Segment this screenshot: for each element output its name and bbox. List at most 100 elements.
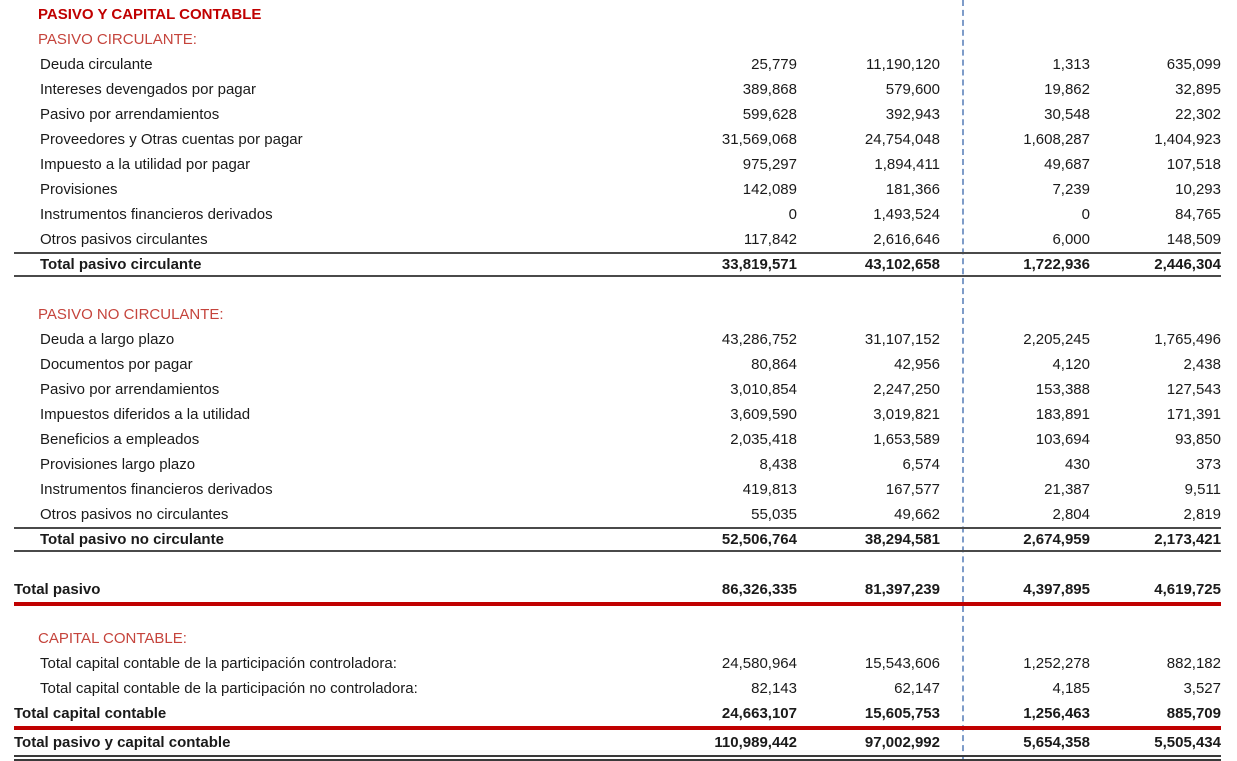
row-label: Provisiones largo plazo <box>40 455 196 473</box>
amount-cell: 1,608,287 <box>1023 130 1090 148</box>
amount-cell: 181,366 <box>885 180 940 198</box>
total-row-label: Total capital contable <box>14 704 167 722</box>
total-row-capital-contable: Total capital contable 24,663,107 15,605… <box>14 701 1221 730</box>
page-break-dashed-line <box>962 0 964 761</box>
amount-cell: 81,397,239 <box>864 580 940 598</box>
amount-cell: 24,754,048 <box>864 130 940 148</box>
section-header-pasivo-no-circulante: PASIVO NO CIRCULANTE: <box>14 302 1221 327</box>
table-row: Deuda a largo plazo 43,286,752 31,107,15… <box>14 327 1221 352</box>
amount-cell: 1,252,278 <box>1023 654 1090 672</box>
total-row-label: Total pasivo circulante <box>40 255 202 273</box>
row-label: Intereses devengados por pagar <box>40 80 256 98</box>
amount-cell: 373 <box>1195 455 1221 473</box>
table-row: Otros pasivos no circulantes 55,035 49,6… <box>14 502 1221 527</box>
row-label: Documentos por pagar <box>40 355 193 373</box>
amount-cell: 4,619,725 <box>1154 580 1221 598</box>
table-row: Provisiones 142,089 181,366 7,239 10,293 <box>14 177 1221 202</box>
amount-cell: 0 <box>788 205 797 223</box>
amount-cell: 6,574 <box>902 455 940 473</box>
amount-cell: 107,518 <box>1166 155 1221 173</box>
amount-cell: 142,089 <box>742 180 797 198</box>
amount-cell: 2,247,250 <box>873 380 940 398</box>
statement-title: PASIVO Y CAPITAL CONTABLE <box>38 5 262 23</box>
table-row: Total capital contable de la participaci… <box>14 651 1221 676</box>
table-row: Provisiones largo plazo 8,438 6,574 430 … <box>14 452 1221 477</box>
amount-cell: 103,694 <box>1035 430 1090 448</box>
amount-cell: 49,662 <box>894 505 940 523</box>
amount-cell: 0 <box>1081 205 1090 223</box>
amount-cell: 579,600 <box>885 80 940 98</box>
amount-cell: 2,616,646 <box>873 230 940 248</box>
table-row: Total capital contable de la participaci… <box>14 676 1221 701</box>
section-header-label: PASIVO NO CIRCULANTE: <box>38 305 224 323</box>
row-label: Instrumentos financieros derivados <box>40 205 273 223</box>
table-row: Instrumentos financieros derivados 0 1,4… <box>14 202 1221 227</box>
table-row: Impuestos diferidos a la utilidad 3,609,… <box>14 402 1221 427</box>
amount-cell: 5,654,358 <box>1023 733 1090 751</box>
statement-title-row: PASIVO Y CAPITAL CONTABLE <box>14 2 1221 27</box>
amount-cell: 52,506,764 <box>721 530 797 548</box>
amount-cell: 148,509 <box>1166 230 1221 248</box>
amount-cell: 2,819 <box>1183 505 1221 523</box>
amount-cell: 2,446,304 <box>1154 255 1221 273</box>
amount-cell: 24,580,964 <box>721 654 797 672</box>
amount-cell: 2,438 <box>1183 355 1221 373</box>
amount-cell: 55,035 <box>751 505 797 523</box>
amount-cell: 4,185 <box>1052 679 1090 697</box>
amount-cell: 6,000 <box>1052 230 1090 248</box>
row-label: Proveedores y Otras cuentas por pagar <box>40 130 303 148</box>
amount-cell: 21,387 <box>1044 480 1090 498</box>
amount-cell: 43,286,752 <box>721 330 797 348</box>
amount-cell: 2,035,418 <box>730 430 797 448</box>
amount-cell: 97,002,992 <box>864 733 940 751</box>
amount-cell: 419,813 <box>742 480 797 498</box>
amount-cell: 19,862 <box>1044 80 1090 98</box>
amount-cell: 11,190,120 <box>866 55 940 73</box>
amount-cell: 599,628 <box>742 105 797 123</box>
amount-cell: 167,577 <box>885 480 940 498</box>
blank-row <box>14 606 1221 626</box>
total-row-pasivo: Total pasivo 86,326,335 81,397,239 4,397… <box>14 577 1221 606</box>
amount-cell: 1,404,923 <box>1154 130 1221 148</box>
amount-cell: 15,543,606 <box>864 654 940 672</box>
amount-cell: 4,397,895 <box>1023 580 1090 598</box>
row-label: Pasivo por arrendamientos <box>40 105 220 123</box>
amount-cell: 25,779 <box>751 55 797 73</box>
row-label: Instrumentos financieros derivados <box>40 480 273 498</box>
table-row: Intereses devengados por pagar 389,868 5… <box>14 77 1221 102</box>
amount-cell: 42,956 <box>894 355 940 373</box>
amount-cell: 8,438 <box>759 455 797 473</box>
section-header-capital-contable: CAPITAL CONTABLE: <box>14 626 1221 651</box>
row-label: Impuesto a la utilidad por pagar <box>40 155 251 173</box>
amount-cell: 2,674,959 <box>1023 530 1090 548</box>
table-row: Proveedores y Otras cuentas por pagar 31… <box>14 127 1221 152</box>
amount-cell: 3,527 <box>1183 679 1221 697</box>
row-label: Deuda circulante <box>40 55 153 73</box>
amount-cell: 86,326,335 <box>721 580 797 598</box>
amount-cell: 38,294,581 <box>864 530 940 548</box>
amount-cell: 84,765 <box>1175 205 1221 223</box>
total-row-pasivo-no-circulante: Total pasivo no circulante 52,506,764 38… <box>14 527 1221 552</box>
amount-cell: 2,205,245 <box>1023 330 1090 348</box>
amount-cell: 3,019,821 <box>873 405 940 423</box>
table-row: Otros pasivos circulantes 117,842 2,616,… <box>14 227 1221 252</box>
amount-cell: 5,505,434 <box>1154 733 1221 751</box>
amount-cell: 49,687 <box>1044 155 1090 173</box>
amount-cell: 3,609,590 <box>730 405 797 423</box>
table-row: Documentos por pagar 80,864 42,956 4,120… <box>14 352 1221 377</box>
amount-cell: 22,302 <box>1175 105 1221 123</box>
amount-cell: 93,850 <box>1175 430 1221 448</box>
amount-cell: 127,543 <box>1166 380 1221 398</box>
amount-cell: 30,548 <box>1044 105 1090 123</box>
table-row: Pasivo por arrendamientos 3,010,854 2,24… <box>14 377 1221 402</box>
amount-cell: 31,569,068 <box>721 130 797 148</box>
row-label: Total capital contable de la participaci… <box>40 654 397 672</box>
amount-cell: 1,256,463 <box>1023 704 1090 722</box>
row-label: Total capital contable de la participaci… <box>40 679 418 697</box>
amount-cell: 430 <box>1064 455 1090 473</box>
amount-cell: 153,388 <box>1035 380 1090 398</box>
amount-cell: 882,182 <box>1166 654 1221 672</box>
amount-cell: 635,099 <box>1166 55 1221 73</box>
amount-cell: 975,297 <box>742 155 797 173</box>
table-row: Impuesto a la utilidad por pagar 975,297… <box>14 152 1221 177</box>
